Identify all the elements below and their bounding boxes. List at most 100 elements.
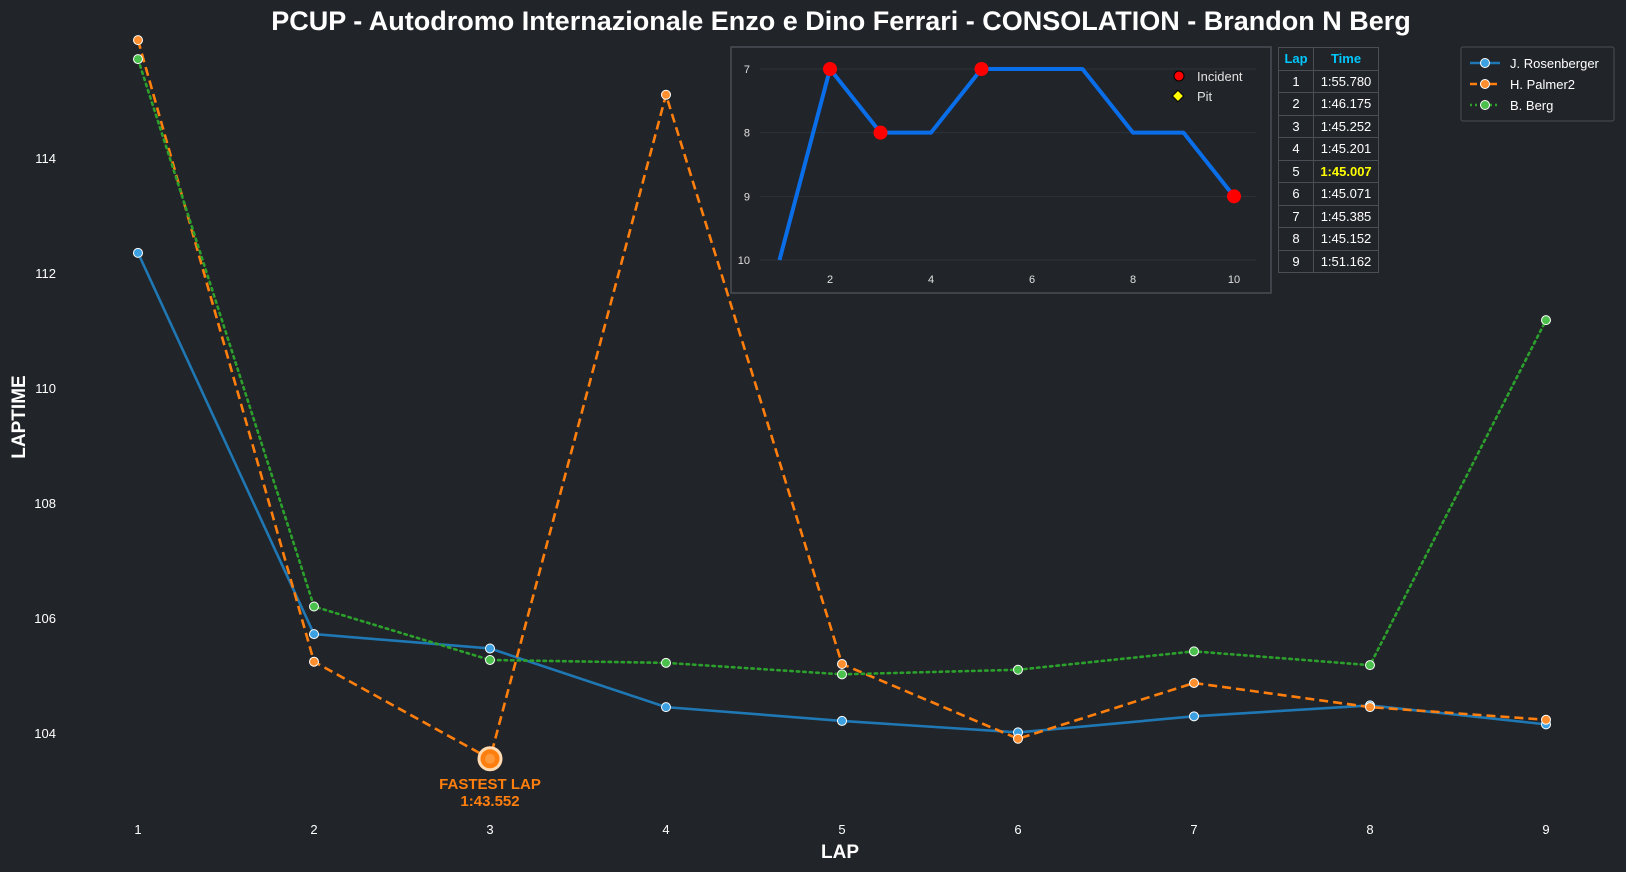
lap-number-cell: 7	[1278, 204, 1314, 228]
y-tick-label: 106	[34, 611, 56, 626]
legend-item: B. Berg	[1470, 98, 1553, 113]
lap-time-cell: 1:45.201	[1313, 137, 1379, 161]
incident-marker	[823, 62, 837, 76]
legend-marker	[1480, 100, 1490, 110]
y-tick-label: 114	[35, 151, 56, 166]
lap-time-cell: 1:45.385	[1313, 204, 1379, 228]
data-point	[485, 643, 495, 654]
incident-marker	[974, 62, 989, 76]
x-tick-label: 8	[1366, 822, 1373, 837]
legend-label: J. Rosenberger	[1510, 56, 1600, 71]
data-point	[309, 656, 319, 667]
lap-time-cell: 1:45.007	[1313, 159, 1379, 183]
time-column-header: Time	[1313, 47, 1379, 71]
legend-marker	[1480, 79, 1490, 89]
chart-legend: J. Rosenberger H. Palmer2 B. Berg	[1460, 46, 1615, 122]
position-line	[777, 67, 1236, 261]
y-tick-label: 104	[34, 726, 56, 741]
inset-x-tick-label: 4	[928, 274, 934, 286]
incident-legend-label: Incident	[1197, 69, 1243, 84]
y-tick-label: 110	[35, 381, 56, 396]
table-row: 2 1:46.175	[1278, 92, 1379, 116]
inset-frame	[730, 46, 1272, 294]
fastest-lap-marker-core	[485, 753, 495, 764]
lap-time-cell: 1:45.152	[1313, 227, 1379, 251]
lap-number-cell: 3	[1278, 114, 1314, 138]
legend-item: H. Palmer2	[1470, 77, 1575, 92]
x-tick-label: 5	[838, 822, 845, 837]
lap-number-cell: 1	[1278, 69, 1314, 93]
y-tick-label: 112	[35, 266, 56, 281]
x-tick-label: 9	[1542, 822, 1549, 837]
data-point	[1365, 660, 1375, 671]
data-point	[837, 715, 847, 726]
inset-x-tick-label: 8	[1130, 274, 1136, 286]
lap-column-header: Lap	[1278, 47, 1314, 71]
legend-marker	[1480, 58, 1490, 68]
inset-x-tick-label: 2	[827, 274, 833, 286]
table-row: 4 1:45.201	[1278, 137, 1379, 161]
data-point	[1541, 714, 1551, 725]
data-point	[1189, 646, 1199, 657]
table-row: 7 1:45.385	[1278, 204, 1379, 228]
data-point	[133, 35, 143, 46]
fastest-lap-time: 1:43.552	[460, 793, 519, 810]
x-tick-label: 2	[310, 822, 317, 837]
lap-time-cell: 1:45.071	[1313, 182, 1379, 206]
incident-marker	[873, 125, 888, 140]
data-point	[133, 54, 143, 65]
data-point	[485, 654, 495, 665]
x-tick-label: 4	[662, 822, 669, 837]
fastest-lap-annotation: FASTEST LAP 1:43.552	[439, 746, 541, 810]
x-tick-label: 7	[1190, 822, 1197, 837]
position-inset-chart: 7 8 9 10 2 4 6 8 10 Incident Pit	[730, 46, 1272, 294]
inset-y-tick-label: 10	[738, 255, 750, 267]
data-point	[661, 89, 671, 100]
data-point	[837, 669, 847, 680]
fastest-lap-label: FASTEST LAP	[439, 776, 541, 793]
series-h-palmer2	[133, 35, 1551, 764]
x-tick-label: 6	[1014, 822, 1021, 837]
incident-marker	[1227, 189, 1241, 204]
data-point	[309, 601, 319, 612]
inset-x-tick-label: 6	[1029, 274, 1035, 286]
legend-label: H. Palmer2	[1510, 77, 1575, 92]
x-tick-label: 3	[486, 822, 493, 837]
legend-label: B. Berg	[1510, 98, 1553, 113]
series-layer	[133, 35, 1551, 764]
lap-time-cell: 1:55.780	[1313, 69, 1379, 93]
lap-times-table: Lap Time 1 1:55.780 2 1:46.175 3 1:45.252 4 1:4…	[1278, 47, 1379, 273]
lap-number-cell: 4	[1278, 137, 1314, 161]
series-b-berg	[133, 54, 1551, 680]
data-point	[1541, 315, 1551, 326]
lap-number-cell: 9	[1278, 249, 1314, 273]
table-row: 8 1:45.152	[1278, 227, 1379, 251]
x-tick-label: 1	[134, 822, 141, 837]
x-axis-label: LAP	[821, 842, 859, 863]
data-point	[1013, 664, 1023, 675]
data-point	[133, 247, 143, 258]
chart-title: PCUP - Autodromo Internazionale Enzo e D…	[271, 6, 1411, 36]
data-point	[1013, 733, 1023, 744]
legend-frame	[1460, 46, 1615, 122]
y-axis-label: LAPTIME	[9, 375, 30, 458]
x-axis-ticks: 1 2 3 4 5 6 7 8 9	[134, 822, 1549, 837]
data-point	[1189, 711, 1199, 722]
table-row: 6 1:45.071	[1278, 182, 1379, 206]
lap-number-cell: 5	[1278, 159, 1314, 183]
inset-y-tick-label: 7	[744, 64, 750, 76]
data-point	[309, 629, 319, 640]
data-point	[661, 657, 671, 668]
legend-item: J. Rosenberger	[1470, 56, 1600, 71]
table-row: 1 1:55.780	[1278, 69, 1379, 93]
y-axis-ticks: 104 106 108 110 112 114	[34, 151, 56, 741]
inset-position-series	[777, 62, 1241, 261]
lap-time-cell: 1:45.252	[1313, 114, 1379, 138]
lap-number-cell: 2	[1278, 92, 1314, 116]
data-point	[661, 702, 671, 713]
inset-x-ticks: 2 4 6 8 10	[827, 274, 1240, 286]
data-point	[1189, 677, 1199, 688]
y-tick-label: 108	[34, 496, 56, 511]
